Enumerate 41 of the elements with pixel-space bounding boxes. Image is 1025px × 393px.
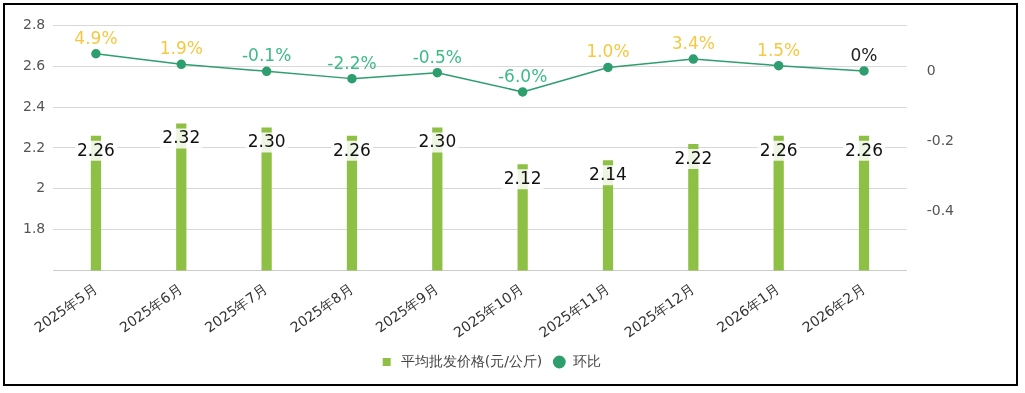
- point: [859, 66, 869, 76]
- data-label: 2.26: [77, 139, 115, 160]
- legend-label: 环比: [573, 352, 602, 369]
- y-tick-label: 2: [36, 179, 46, 196]
- data-label: 0%: [850, 44, 878, 65]
- data-label: 1.5%: [757, 39, 801, 60]
- y-tick-label: 2.4: [23, 97, 46, 114]
- data-label: 2.32: [162, 127, 201, 148]
- data-label: 2.26: [845, 139, 883, 160]
- y2-tick-label: -0.2: [926, 131, 955, 148]
- data-label: 4.9%: [74, 27, 118, 48]
- y2-tick-label: -0.4: [926, 201, 955, 218]
- data-label: 2.12: [503, 168, 542, 189]
- data-label: 2.22: [674, 147, 713, 168]
- point: [91, 49, 101, 59]
- point: [517, 87, 528, 97]
- data-label: 2.30: [418, 131, 457, 152]
- data-label: 1.0%: [586, 41, 630, 62]
- point: [773, 60, 784, 71]
- data-label: -0.1%: [241, 45, 292, 66]
- point: [688, 54, 699, 64]
- data-label: -2.2%: [327, 52, 377, 73]
- data-label: 1.9%: [159, 38, 203, 59]
- y-tick-label: 2.6: [23, 56, 46, 73]
- data-label: 2.14: [589, 164, 627, 185]
- data-label: 2.26: [759, 139, 798, 160]
- y-tick-label: 1.8: [23, 220, 46, 237]
- point: [347, 73, 357, 84]
- data-label: 2.26: [333, 139, 371, 160]
- y-tick-label: 2.8: [23, 16, 46, 33]
- data-label: 2.30: [247, 131, 286, 152]
- y2-tick-label: 0: [926, 61, 936, 78]
- data-label: 3.4%: [671, 32, 715, 53]
- point: [432, 67, 443, 78]
- data-label: -0.5%: [412, 46, 462, 67]
- point: [603, 62, 613, 73]
- data-label: -6.0%: [497, 65, 548, 86]
- legend-label: 平均批发价格(元/公斤): [400, 352, 543, 369]
- y-tick-label: 2.2: [23, 138, 46, 155]
- point: [261, 66, 272, 77]
- point: [176, 59, 187, 70]
